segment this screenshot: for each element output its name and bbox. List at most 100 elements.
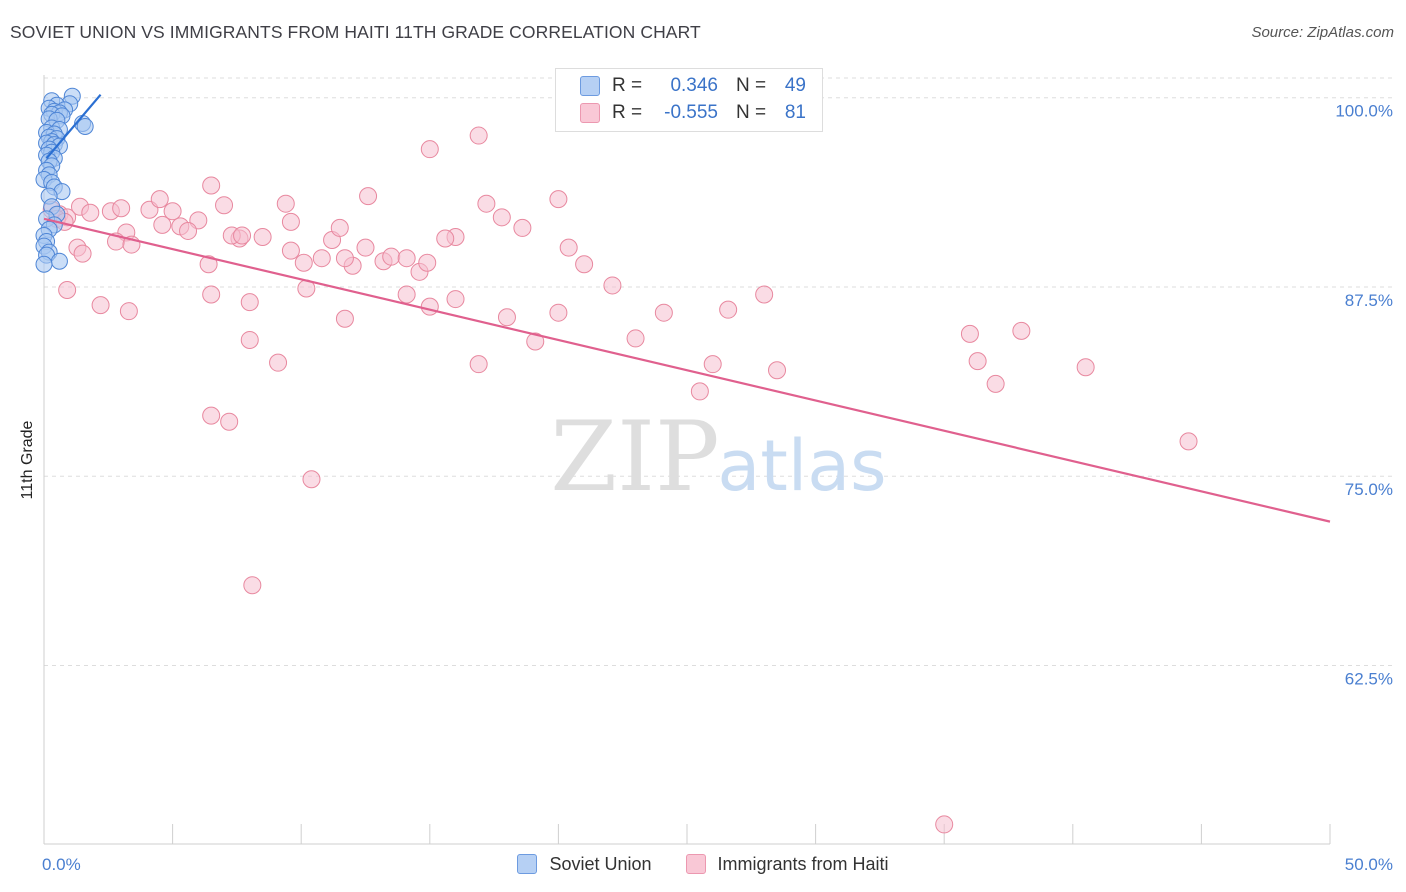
y-tick-label: 62.5% xyxy=(1345,669,1393,688)
haiti-point xyxy=(626,329,645,348)
chart-title: SOVIET UNION VS IMMIGRANTS FROM HAITI 11… xyxy=(10,22,701,42)
haiti-trend-line xyxy=(43,217,1331,523)
watermark-atlas: atlas xyxy=(717,425,886,507)
haiti-point xyxy=(549,190,568,209)
haiti-point xyxy=(603,276,622,295)
stats-legend: R = 0.346 N = 49 R = -0.555 N = 81 xyxy=(555,68,823,132)
haiti-point xyxy=(335,309,354,328)
trend-lines xyxy=(43,93,1331,523)
haiti-point xyxy=(768,361,787,380)
legend-row-soviet: R = 0.346 N = 49 xyxy=(580,74,806,98)
haiti-point xyxy=(202,176,221,195)
y-tick-label: 75.0% xyxy=(1345,480,1393,499)
haiti-point xyxy=(703,355,722,374)
n-label: N = xyxy=(736,75,767,96)
haiti-point xyxy=(81,203,100,222)
haiti-point xyxy=(397,285,416,304)
x-tick-label: 50.0% xyxy=(1345,855,1393,874)
haiti-point xyxy=(526,332,545,351)
x-tick-labels: 0.0% 50.0% xyxy=(42,855,1393,874)
haiti-swatch xyxy=(685,854,706,874)
y-tick-label: 100.0% xyxy=(1335,102,1393,121)
legend-label: Soviet Union xyxy=(549,853,652,874)
haiti-point xyxy=(312,249,331,268)
haiti-point xyxy=(477,194,496,213)
haiti-point xyxy=(281,212,300,231)
haiti-point xyxy=(202,406,221,425)
haiti-point xyxy=(513,218,532,237)
haiti-point xyxy=(960,324,979,343)
haiti-point xyxy=(492,208,511,227)
series-legend: Soviet Union Immigrants from Haiti xyxy=(0,852,1406,876)
haiti-point xyxy=(281,241,300,260)
haiti-point xyxy=(330,218,349,237)
haiti-point xyxy=(397,249,416,268)
haiti-point xyxy=(986,374,1005,393)
n-value: 49 xyxy=(784,75,806,96)
r-label: R = xyxy=(612,75,643,96)
haiti-point xyxy=(294,253,313,272)
haiti-point xyxy=(215,196,234,215)
haiti-point xyxy=(335,249,354,268)
haiti-point xyxy=(73,244,92,263)
n-value: 81 xyxy=(784,102,806,123)
haiti-point xyxy=(654,303,673,322)
haiti-point xyxy=(199,255,218,274)
haiti-point xyxy=(1012,321,1031,340)
watermark: ZIP atlas xyxy=(550,401,886,513)
r-value: -0.555 xyxy=(664,102,718,123)
haiti-point xyxy=(163,202,182,221)
soviet-swatch xyxy=(580,76,600,96)
haiti-point xyxy=(575,255,594,274)
haiti-point xyxy=(112,199,131,218)
haiti-point xyxy=(359,187,378,206)
haiti-point xyxy=(436,229,455,248)
haiti-point xyxy=(420,140,439,159)
haiti-point xyxy=(243,576,262,595)
r-value: 0.346 xyxy=(670,75,718,96)
haiti-point xyxy=(202,285,221,304)
haiti-point xyxy=(420,297,439,316)
x-tick-label: 0.0% xyxy=(42,855,81,874)
n-label: N = xyxy=(736,102,767,123)
legend-item-haiti[interactable]: Immigrants from Haiti xyxy=(685,853,889,875)
haiti-point xyxy=(179,221,198,240)
r-label: R = xyxy=(612,102,643,123)
soviet-points xyxy=(35,87,94,273)
haiti-point xyxy=(549,303,568,322)
soviet-trend-line xyxy=(45,93,102,159)
haiti-point xyxy=(446,290,465,309)
legend-item-soviet[interactable]: Soviet Union xyxy=(517,853,652,875)
haiti-point xyxy=(153,215,172,234)
haiti-point xyxy=(58,280,77,299)
haiti-point xyxy=(968,352,987,371)
haiti-point xyxy=(755,285,774,304)
y-tick-labels: 100.0% 87.5% 75.0% 62.5% xyxy=(1335,102,1393,689)
soviet-point xyxy=(50,252,68,270)
haiti-point xyxy=(559,238,578,257)
haiti-point xyxy=(240,293,259,312)
watermark-zip: ZIP xyxy=(550,401,719,513)
haiti-point xyxy=(1179,432,1198,451)
haiti-point xyxy=(119,302,138,321)
haiti-point xyxy=(719,300,738,319)
gridlines xyxy=(44,77,1395,666)
haiti-point xyxy=(469,126,488,145)
source-credit: Source: ZipAtlas.com xyxy=(1251,24,1394,41)
haiti-point xyxy=(220,412,239,431)
haiti-point xyxy=(382,247,401,266)
soviet-point xyxy=(35,255,53,273)
haiti-point xyxy=(356,238,375,257)
haiti-point xyxy=(469,355,488,374)
haiti-point xyxy=(1076,358,1095,377)
y-tick-label: 87.5% xyxy=(1345,291,1393,310)
haiti-point xyxy=(269,353,288,372)
haiti-point xyxy=(253,227,272,246)
haiti-point xyxy=(276,194,295,213)
soviet-point xyxy=(76,117,94,135)
haiti-point xyxy=(935,815,954,834)
haiti-point xyxy=(233,226,252,245)
legend-label: Immigrants from Haiti xyxy=(717,853,889,874)
legend-row-haiti: R = -0.555 N = 81 xyxy=(580,101,806,125)
